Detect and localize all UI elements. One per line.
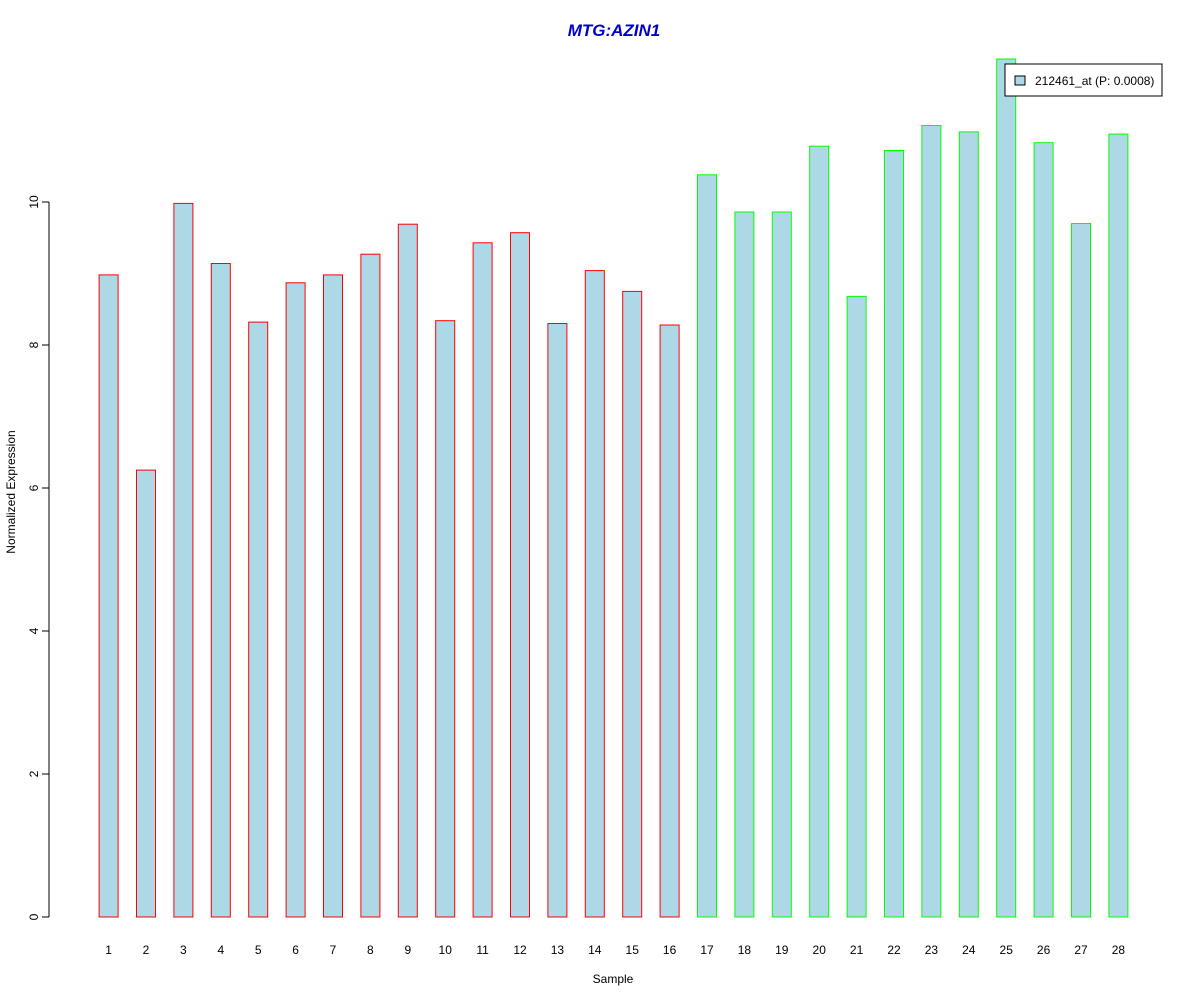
bar-sample-9 [397,223,418,918]
bar-sample-19 [771,211,792,918]
y-tick-label: 0 [27,913,41,920]
x-tick-label: 5 [255,943,262,957]
bar-sample-8 [360,253,381,918]
x-tick-label: 25 [1000,943,1014,957]
bar-sample-15 [622,290,643,918]
bar-sample-18 [734,211,755,918]
x-tick-label: 24 [962,943,976,957]
y-tick-label: 6 [27,484,41,491]
y-tick-label: 8 [27,341,41,348]
x-tick-label: 1 [105,943,112,957]
bar-sample-23 [921,125,942,918]
x-tick-label: 6 [292,943,299,957]
x-tick-label: 17 [700,943,714,957]
y-tick-label: 4 [27,627,41,634]
bar-sample-6 [285,282,306,918]
x-tick-label: 7 [330,943,337,957]
x-tick-label: 21 [850,943,864,957]
y-axis-title: Normalized Expression [4,430,18,553]
x-tick-label: 20 [813,943,827,957]
legend-label: 212461_at (P: 0.0008) [1035,74,1154,88]
x-tick-label: 22 [887,943,901,957]
y-tick-label: 10 [27,195,41,209]
x-tick-label: 8 [367,943,374,957]
x-tick-label: 13 [551,943,565,957]
bar-sample-13 [547,323,568,918]
x-axis-labels: 1 2 3 4 5 6 7 8 9 10 11 12 13 14 15 16 17 18 19 20 21 22 23 24 2… [105,943,1125,957]
x-axis-title: Sample [593,972,634,986]
bar-sample-11 [472,242,493,918]
bar-sample-20 [809,145,830,918]
bar-sample-5 [248,321,269,918]
x-tick-label: 27 [1074,943,1088,957]
bar-sample-22 [884,150,904,918]
x-tick-label: 14 [588,943,602,957]
x-tick-label: 3 [180,943,187,957]
bar-sample-7 [323,274,343,918]
bar-sample-16 [659,324,680,918]
x-tick-label: 23 [925,943,939,957]
bar-sample-26 [1033,142,1054,918]
bar-sample-27 [1071,223,1091,918]
bar-sample-21 [846,295,867,918]
x-tick-label: 18 [738,943,752,957]
bar-sample-14 [584,270,605,918]
y-tick-label: 2 [27,770,41,777]
legend-swatch [1014,75,1026,86]
x-tick-label: 28 [1112,943,1126,957]
bar-sample-12 [510,232,530,918]
bar-sample-17 [697,174,717,918]
y-axis: 0 2 4 6 8 10 [27,195,50,920]
x-tick-label: 19 [775,943,789,957]
bar-sample-1 [98,274,119,918]
bar-sample-25 [996,58,1017,918]
chart-title: MTG:AZIN1 [568,21,661,40]
x-tick-label: 11 [476,943,489,957]
x-tick-label: 2 [143,943,150,957]
x-tick-label: 15 [626,943,640,957]
x-tick-label: 10 [439,943,453,957]
bar-sample-28 [1108,133,1129,918]
x-tick-label: 26 [1037,943,1051,957]
bar-sample-10 [435,320,456,918]
x-tick-label: 4 [217,943,224,957]
bar-sample-2 [136,469,156,918]
x-tick-label: 16 [663,943,677,957]
bar-sample-24 [958,131,979,918]
plot-area [98,58,1129,918]
legend-box [1004,63,1163,97]
bar-sample-3 [173,202,194,918]
legend: 212461_at (P: 0.0008) [1004,63,1163,97]
bar-sample-4 [210,263,231,918]
x-tick-label: 12 [513,943,527,957]
x-tick-label: 9 [404,943,411,957]
